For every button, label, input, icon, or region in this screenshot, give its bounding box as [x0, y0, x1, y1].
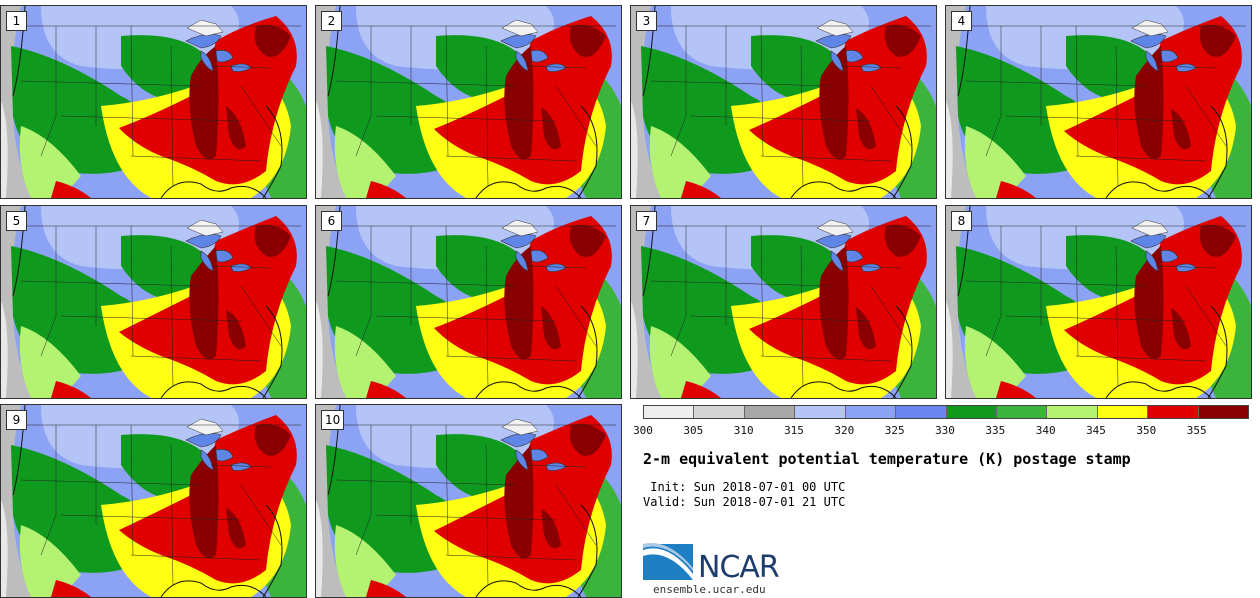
colorbar-tick-label: 335: [985, 424, 1006, 437]
ensemble-member-map: 9: [0, 404, 307, 598]
member-number-label: 5: [6, 211, 27, 231]
colorbar-swatch: [795, 406, 846, 418]
colorbar-swatch: [744, 406, 796, 418]
ensemble-member-map: 6: [315, 205, 622, 399]
colorbar-tick-label: 330: [935, 424, 955, 437]
ncar-logo-icon: [643, 543, 693, 580]
member-number-label: 10: [321, 410, 345, 430]
member-number-label: 2: [321, 11, 342, 31]
member-number-label: 4: [951, 11, 972, 31]
ensemble-member-map: 1: [0, 5, 307, 199]
colorbar-swatch: [845, 406, 897, 418]
ensemble-member-map: 7: [630, 205, 937, 399]
colorbar-tick-label: 340: [1035, 424, 1056, 437]
colorbar-swatch: [1198, 406, 1249, 418]
valid-time: Valid: Sun 2018-07-01 21 UTC: [643, 495, 846, 509]
member-number-label: 9: [6, 410, 27, 430]
ensemble-member-map: 4: [945, 5, 1252, 199]
colorbar-swatch: [996, 406, 1048, 418]
colorbar-tick-label: 305: [683, 424, 704, 437]
colorbar-tick-label: 315: [784, 424, 804, 437]
colorbar-tick-label: 345: [1086, 424, 1106, 437]
colorbar-swatch: [1047, 406, 1098, 418]
colorbar-tick-label: 350: [1136, 424, 1157, 437]
colorbar-tick-label: 325: [884, 424, 905, 437]
ensemble-member-map: 5: [0, 205, 307, 399]
colorbar-tick-label: 355: [1186, 424, 1207, 437]
colorbar-tick-label: 300: [633, 424, 653, 437]
ensemble-member-map: 2: [315, 5, 622, 199]
colorbar-swatch: [1148, 406, 1199, 418]
colorbar-tick-label: 310: [733, 424, 754, 437]
ensemble-member-map: 8: [945, 205, 1252, 399]
ncar-logo-text: NCAR: [698, 550, 780, 585]
init-time: Init: Sun 2018-07-01 00 UTC: [643, 480, 846, 494]
member-number-label: 7: [636, 211, 657, 231]
member-number-label: 6: [321, 211, 342, 231]
member-number-label: 1: [6, 11, 27, 31]
member-number-label: 8: [951, 211, 972, 231]
plot-title: 2-m equivalent potential temperature (K)…: [643, 450, 1131, 468]
colorbar-swatch: [896, 406, 947, 418]
ensemble-member-map: 3: [630, 5, 937, 199]
colorbar: [643, 405, 1249, 419]
colorbar-swatch: [946, 406, 997, 418]
website-url: ensemble.ucar.edu: [653, 583, 766, 596]
colorbar-tick-label: 320: [834, 424, 855, 437]
member-number-label: 3: [636, 11, 657, 31]
colorbar-swatch: [1097, 406, 1149, 418]
ensemble-member-map: 10: [315, 404, 622, 598]
colorbar-swatch: [644, 406, 695, 418]
colorbar-swatch: [694, 406, 745, 418]
